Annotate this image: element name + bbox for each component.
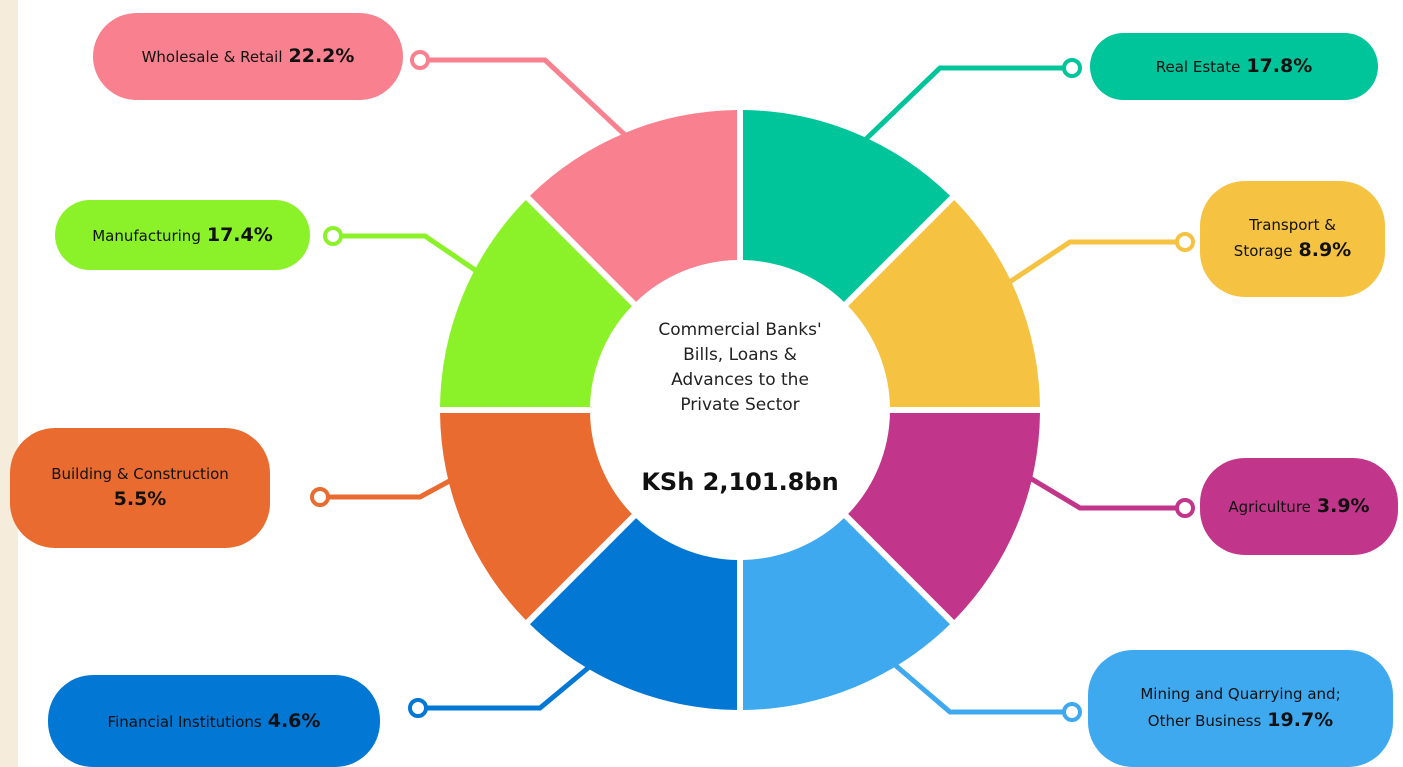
segment-label-pill: Wholesale & Retail 22.2% (93, 13, 403, 100)
segment-name: Agriculture (1228, 498, 1311, 517)
ring-segment (440, 412, 632, 621)
center-total: KSh 2,101.8bn (641, 468, 839, 496)
connector-line (1028, 475, 1185, 511)
segment-share: 19.7% (1267, 708, 1334, 731)
segment-label: Manufacturing 17.4% (92, 221, 273, 250)
connector-line (418, 656, 602, 711)
segment-share: 22.2% (288, 45, 355, 68)
ring-segment (848, 412, 1040, 621)
segment-share: 5.5% (113, 488, 167, 510)
segment-label: Financial Institutions 4.6% (108, 707, 321, 736)
ring-segment (848, 199, 1040, 408)
ring-segment (529, 110, 738, 302)
segment-name: Real Estate (1155, 58, 1241, 77)
segment-share: 17.8% (1246, 55, 1313, 78)
segment-name: Transport & Storage (1233, 215, 1336, 261)
segment-name: Building & Construction (51, 464, 229, 483)
segment-label-pill: Real Estate 17.8% (1090, 33, 1378, 100)
segment-label-pill: Mining and Quarrying and; Other Business… (1088, 650, 1393, 767)
connector-dot (408, 698, 428, 718)
connector-dot (323, 226, 343, 246)
segment-share: 3.9% (1316, 495, 1370, 518)
ring-segment (440, 199, 632, 408)
segment-label: Building & Construction 5.5% (25, 463, 255, 514)
segment-share: 8.9% (1298, 239, 1352, 261)
segment-label-pill: Building & Construction 5.5% (10, 428, 270, 548)
segment-label-pill: Agriculture 3.9% (1200, 458, 1398, 555)
side-strip (0, 0, 18, 767)
segment-share: 17.4% (206, 223, 273, 246)
connector-dot (1175, 232, 1195, 252)
ring-segment (742, 518, 951, 710)
segment-name: Mining and Quarrying and; Other Business (1140, 685, 1341, 730)
segment-label-pill: Transport & Storage 8.9% (1200, 181, 1385, 297)
connector-dot (1062, 58, 1082, 78)
connector-line (320, 475, 457, 500)
segment-label: Wholesale & Retail 22.2% (142, 42, 355, 71)
segment-name: Wholesale & Retail (141, 48, 283, 67)
segment-name: Financial Institutions (107, 712, 262, 731)
segment-label-pill: Financial Institutions 4.6% (48, 675, 380, 767)
segment-name: Manufacturing (92, 226, 201, 245)
segment-label-pill: Manufacturing 17.4% (55, 200, 310, 270)
center-title: Commercial Banks' Bills, Loans & Advance… (658, 320, 822, 415)
connector-line (893, 663, 1072, 715)
ring-segment (742, 110, 951, 302)
segment-label: Transport & Storage 8.9% (1218, 214, 1368, 265)
connector-line (1003, 239, 1185, 288)
connector-line (863, 65, 1072, 142)
segment-share: 4.6% (267, 709, 321, 732)
segment-label: Agriculture 3.9% (1228, 492, 1369, 521)
connector-line (420, 57, 627, 137)
connector-dot (1062, 702, 1082, 722)
connector-dot (1175, 498, 1195, 518)
connector-dot (310, 487, 330, 507)
segment-label: Real Estate 17.8% (1156, 52, 1313, 81)
connector-dot (410, 50, 430, 70)
connector-line (333, 233, 480, 275)
ring-segment (529, 518, 738, 710)
segment-label: Mining and Quarrying and; Other Business… (1121, 683, 1361, 734)
